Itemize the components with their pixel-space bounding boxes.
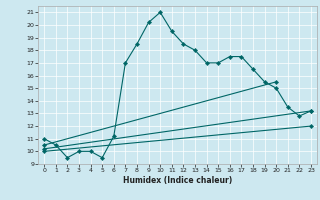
X-axis label: Humidex (Indice chaleur): Humidex (Indice chaleur) <box>123 176 232 185</box>
